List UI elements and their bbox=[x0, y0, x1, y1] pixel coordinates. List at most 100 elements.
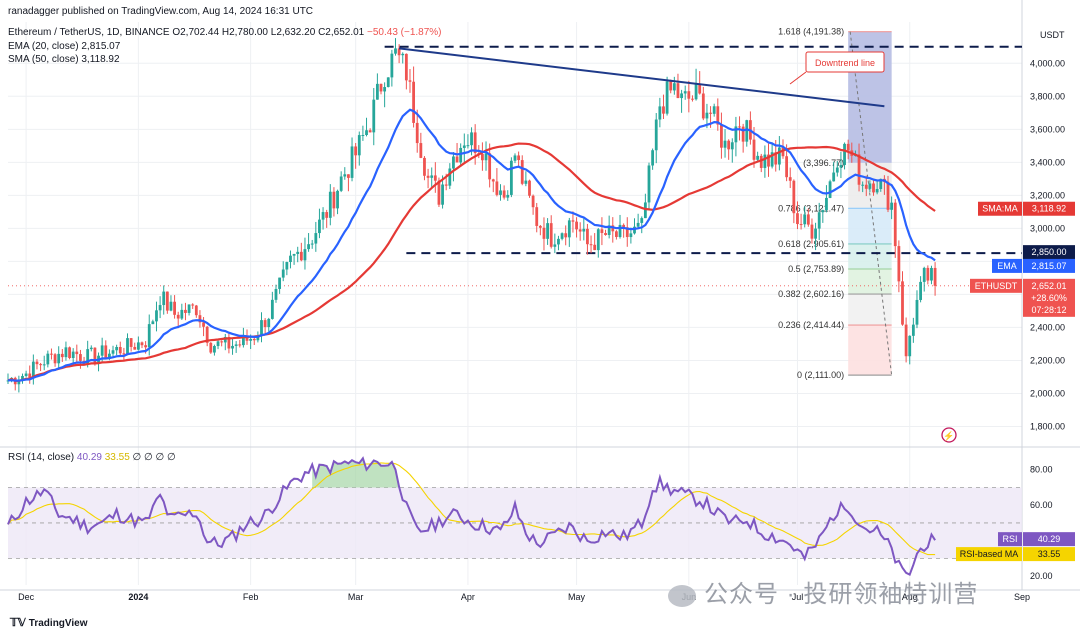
candle-body bbox=[325, 212, 329, 218]
last-price-badge bbox=[1023, 278, 1075, 317]
candle-body bbox=[589, 244, 593, 246]
fib-level-label: 0.618 (2,905.61) bbox=[778, 239, 844, 249]
candle-body bbox=[231, 345, 234, 349]
candle-body bbox=[122, 353, 126, 355]
candle-body bbox=[662, 106, 665, 114]
candle-body bbox=[180, 309, 184, 319]
candle-body bbox=[669, 81, 673, 91]
candle-body bbox=[104, 345, 108, 359]
candle-body bbox=[720, 124, 723, 148]
candle-body bbox=[814, 228, 817, 239]
rsi-tick-label: 20.00 bbox=[1030, 571, 1053, 581]
last-price-value: 2,652.01 bbox=[1031, 281, 1066, 291]
candle-body bbox=[173, 301, 176, 315]
ema-price-value: 2,815.07 bbox=[1031, 261, 1066, 271]
candle-body bbox=[654, 119, 658, 151]
rsi-tick-label: 60.00 bbox=[1030, 500, 1053, 510]
downtrend-label: Downtrend line bbox=[815, 58, 875, 68]
time-tick-label: Aug bbox=[902, 592, 918, 602]
candle-body bbox=[538, 225, 542, 228]
close-value: 2,652.01 bbox=[325, 27, 365, 38]
fib-level-label: 1.618 (4,191.38) bbox=[778, 27, 844, 37]
candle-body bbox=[770, 152, 774, 167]
candle-body bbox=[698, 84, 702, 94]
candle-body bbox=[839, 164, 843, 168]
tradingview-logo[interactable]: 𝕋𝕍 TradingView bbox=[10, 617, 88, 629]
candle-body bbox=[444, 184, 448, 186]
last-price-countdown: 07:28:12 bbox=[1031, 305, 1066, 315]
candle-body bbox=[502, 190, 506, 198]
fib-level-label: 0.382 (2,602.16) bbox=[778, 289, 844, 299]
sma-50-line bbox=[7, 142, 936, 383]
candle-body bbox=[191, 304, 195, 306]
candle-body bbox=[310, 243, 314, 245]
candle-body bbox=[260, 320, 263, 336]
candle-body bbox=[723, 140, 727, 148]
candle-body bbox=[767, 154, 770, 167]
candle-body bbox=[911, 324, 915, 336]
sma-legend[interactable]: SMA (50, close) 3,118.92 bbox=[8, 54, 120, 65]
fib-zone bbox=[848, 269, 892, 295]
candle-body bbox=[488, 153, 492, 180]
candle-body bbox=[701, 93, 705, 119]
candle-body bbox=[752, 139, 756, 160]
candle-body bbox=[28, 373, 32, 379]
candle-body bbox=[31, 361, 35, 379]
time-tick-label: May bbox=[568, 592, 586, 602]
candle-body bbox=[332, 191, 336, 209]
fib-zone-top bbox=[848, 31, 892, 163]
candle-body bbox=[404, 53, 408, 81]
candle-body bbox=[46, 353, 50, 365]
candle-body bbox=[372, 99, 376, 133]
price-tick-label: 4,000.00 bbox=[1030, 58, 1065, 68]
time-tick-label: Mar bbox=[348, 592, 364, 602]
ema-title-badge bbox=[992, 258, 1022, 273]
candle-body bbox=[71, 351, 75, 359]
candle-body bbox=[615, 231, 618, 237]
candle-body bbox=[640, 218, 644, 223]
candle-body bbox=[249, 338, 253, 341]
candle-body bbox=[151, 321, 155, 325]
candle-body bbox=[423, 157, 426, 176]
sma-price-value: 3,118.92 bbox=[1032, 204, 1066, 214]
candle-body bbox=[133, 346, 137, 350]
candle-body bbox=[79, 354, 82, 361]
fib-level-label: (3,396.77) bbox=[803, 158, 844, 168]
candle-body bbox=[437, 180, 441, 205]
candle-body bbox=[198, 315, 202, 323]
candle-body bbox=[506, 194, 510, 198]
rsi-title: RSI bbox=[1002, 534, 1017, 544]
candle-body bbox=[546, 223, 549, 239]
candle-body bbox=[176, 314, 180, 319]
candle-body bbox=[553, 244, 557, 247]
fib-zone bbox=[848, 294, 892, 326]
candle-body bbox=[781, 147, 785, 157]
candle-body bbox=[267, 318, 271, 328]
candle-body bbox=[361, 135, 365, 137]
candle-body bbox=[24, 373, 28, 376]
rsi-legend[interactable]: RSI (14, close) 40.29 33.55 ∅ ∅ ∅ ∅ bbox=[8, 452, 176, 463]
candle-body bbox=[864, 184, 868, 189]
candle-body bbox=[278, 277, 282, 289]
candle-body bbox=[687, 91, 691, 99]
support-price-value: 2,850.00 bbox=[1031, 247, 1066, 257]
candle-body bbox=[209, 342, 213, 353]
support-price-badge bbox=[1023, 245, 1075, 260]
candle-body bbox=[716, 106, 720, 125]
candle-body bbox=[169, 301, 173, 311]
time-tick-label: Jul bbox=[792, 592, 804, 602]
candle-body bbox=[162, 291, 166, 306]
candle-body bbox=[281, 269, 285, 278]
candle-body bbox=[118, 347, 122, 354]
candle-body bbox=[39, 364, 42, 366]
candle-body bbox=[712, 106, 716, 114]
candle-body bbox=[238, 344, 242, 346]
candle-body bbox=[567, 220, 571, 238]
time-tick-label: Dec bbox=[18, 592, 35, 602]
candle-body bbox=[890, 202, 894, 210]
ema-legend[interactable]: EMA (20, close) 2,815.07 bbox=[8, 41, 121, 52]
candle-body bbox=[155, 310, 158, 322]
candle-body bbox=[115, 347, 119, 351]
candle-body bbox=[792, 180, 796, 214]
